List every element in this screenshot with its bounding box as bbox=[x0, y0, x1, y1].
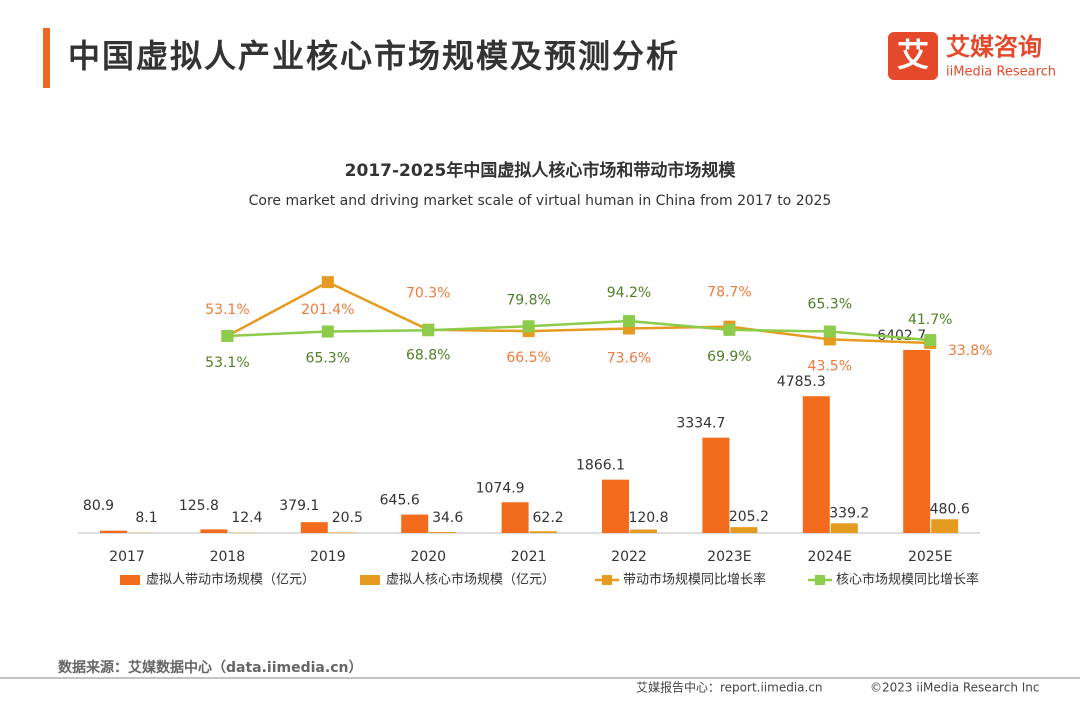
data-label: 94.2% bbox=[607, 285, 651, 301]
x-tick-label: 2018 bbox=[210, 549, 246, 565]
data-label: 78.7% bbox=[707, 285, 751, 301]
data-label: 73.6% bbox=[607, 351, 651, 367]
line-marker bbox=[321, 276, 334, 289]
bar bbox=[100, 530, 127, 533]
bar bbox=[702, 437, 730, 533]
logo-en: iiMedia Research bbox=[946, 65, 1056, 80]
title-accent bbox=[43, 28, 50, 88]
logo-cn: 艾媒咨询 bbox=[946, 33, 1042, 61]
x-tick-label: 2023E bbox=[707, 549, 751, 565]
data-label: 379.1 bbox=[279, 498, 319, 514]
data-label: 65.3% bbox=[808, 297, 852, 313]
source: 数据来源：艾媒数据中心（data.iimedia.cn） bbox=[58, 659, 362, 676]
legend-label: 虚拟人核心市场规模（亿元） bbox=[386, 572, 555, 588]
logo-icon-bg bbox=[888, 32, 938, 80]
x-tick-label: 2025E bbox=[908, 549, 952, 565]
data-label: 125.8 bbox=[179, 498, 219, 514]
x-tick-label: 2019 bbox=[310, 549, 346, 565]
data-label: 120.8 bbox=[628, 510, 668, 526]
x-tick-label: 2017 bbox=[109, 549, 145, 565]
bar bbox=[200, 529, 228, 533]
bar bbox=[802, 396, 830, 533]
line-marker bbox=[623, 315, 635, 328]
data-label: 205.2 bbox=[729, 509, 769, 525]
data-label: 20.5 bbox=[332, 510, 363, 526]
legend-swatch bbox=[815, 575, 825, 585]
line-marker bbox=[723, 323, 736, 336]
line-marker bbox=[221, 329, 234, 342]
bar bbox=[401, 514, 429, 533]
data-label: 33.8% bbox=[948, 343, 992, 359]
chart-title: 2017-2025年中国虚拟人核心市场和带动市场规模 bbox=[345, 160, 737, 181]
bar bbox=[300, 522, 328, 533]
legend-label: 核心市场规模同比增长率 bbox=[836, 572, 979, 588]
data-label: 79.8% bbox=[506, 292, 550, 308]
data-label: 8.1 bbox=[135, 510, 157, 526]
line bbox=[227, 319, 931, 342]
data-label: 43.5% bbox=[808, 358, 852, 374]
bar bbox=[429, 532, 457, 533]
footer-report: 艾媒报告中心：report.iimedia.cn bbox=[636, 680, 823, 695]
data-label: 62.2 bbox=[533, 510, 564, 526]
line-marker bbox=[321, 325, 334, 338]
bar bbox=[830, 523, 858, 533]
bar bbox=[529, 531, 557, 533]
data-label: 65.3% bbox=[306, 351, 350, 367]
data-label: 12.4 bbox=[231, 510, 262, 526]
legend-swatch bbox=[360, 575, 380, 585]
data-label: 201.4% bbox=[301, 302, 354, 318]
bar bbox=[730, 527, 758, 533]
data-label: 66.5% bbox=[506, 350, 550, 366]
data-label: 41.7% bbox=[908, 312, 952, 328]
bar bbox=[328, 532, 356, 533]
bar bbox=[630, 529, 657, 533]
line-marker bbox=[823, 325, 836, 338]
data-label: 1866.1 bbox=[576, 458, 625, 474]
x-tick-label: 2024E bbox=[808, 549, 852, 565]
line-marker bbox=[924, 334, 937, 347]
legend-swatch bbox=[120, 575, 140, 585]
line-marker bbox=[522, 320, 535, 333]
data-label: 68.8% bbox=[406, 347, 450, 363]
page-title: 中国虚拟人产业核心市场规模及预测分析 bbox=[68, 37, 680, 75]
data-label: 80.9 bbox=[83, 498, 114, 514]
data-label: 69.9% bbox=[707, 349, 751, 365]
data-label: 53.1% bbox=[205, 302, 249, 318]
data-label: 645.6 bbox=[380, 493, 420, 509]
x-tick-label: 2022 bbox=[611, 549, 647, 565]
x-tick-label: 2020 bbox=[410, 549, 446, 565]
bar bbox=[501, 502, 529, 533]
data-label: 70.3% bbox=[406, 286, 450, 302]
legend-label: 带动市场规模同比增长率 bbox=[623, 572, 766, 588]
x-tick-label: 2021 bbox=[511, 549, 547, 565]
footer-copyright: ©2023 iiMedia Research Inc bbox=[870, 681, 1039, 695]
data-label: 1074.9 bbox=[476, 480, 525, 496]
legend-label: 虚拟人带动市场规模（亿元） bbox=[146, 572, 315, 588]
bar bbox=[602, 479, 629, 533]
line bbox=[226, 280, 931, 345]
legend-swatch bbox=[602, 575, 612, 585]
data-label: 53.1% bbox=[205, 355, 249, 371]
data-label: 480.6 bbox=[930, 501, 970, 517]
data-label: 4785.3 bbox=[777, 374, 826, 390]
chart-subtitle: Core market and driving market scale of … bbox=[249, 193, 832, 209]
bar bbox=[931, 519, 959, 533]
logo-icon: 艾 bbox=[897, 36, 929, 74]
data-label: 3334.7 bbox=[676, 416, 725, 432]
data-label: 34.6 bbox=[432, 510, 463, 526]
line-marker bbox=[422, 324, 435, 337]
data-label: 6402.7 bbox=[877, 328, 926, 344]
bar bbox=[903, 349, 931, 533]
data-label: 339.2 bbox=[829, 505, 869, 521]
